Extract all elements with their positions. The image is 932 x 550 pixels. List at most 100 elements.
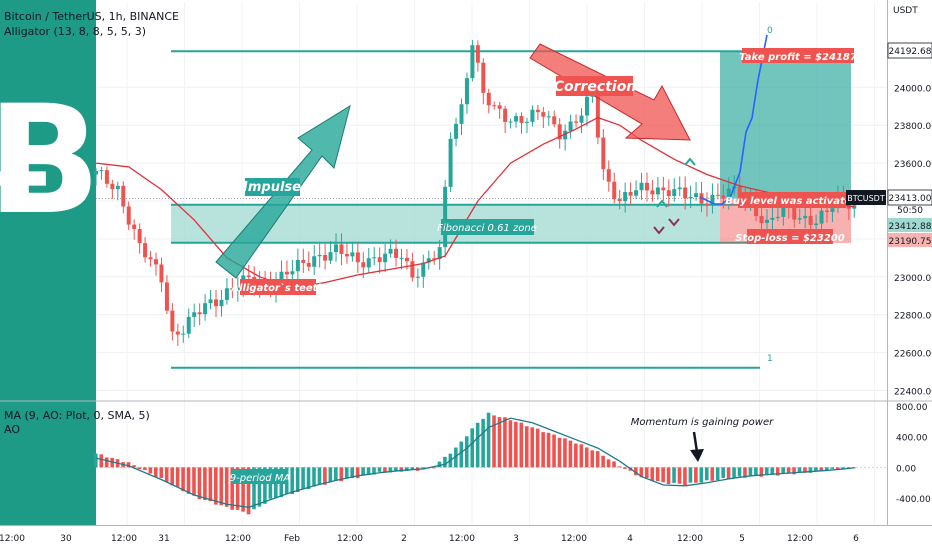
correction-label: Correction [554, 79, 637, 95]
candle-body [383, 253, 388, 263]
candle-body [770, 217, 775, 220]
candle-body [279, 271, 284, 284]
candle-body [219, 299, 224, 307]
candle-body [666, 190, 671, 197]
ao-bar [759, 467, 764, 477]
candle-body [459, 104, 464, 124]
ao-bar [312, 467, 316, 487]
time-tick-label: 4 [627, 534, 633, 544]
oscillator-title[interactable]: MA (9, AO: Plot, 0, SMA, 5) [4, 409, 150, 422]
stop-price-tag-box [888, 233, 932, 247]
ao-bar [241, 467, 245, 512]
ao-bar [508, 420, 513, 468]
candle-body [224, 288, 229, 300]
ao-bar [814, 467, 818, 471]
candle-body [726, 188, 731, 199]
candle-body [214, 299, 219, 307]
price-tick-label: 22600.00 [894, 350, 932, 360]
candle-body [154, 259, 159, 265]
chevron-up-icon [656, 199, 668, 208]
ao-bar [606, 459, 611, 468]
candle-body [328, 252, 333, 261]
ao-bar [132, 465, 136, 468]
ao-bar [803, 467, 807, 473]
ao-bar [126, 462, 131, 468]
candle-body [137, 229, 142, 244]
ao-bar [230, 467, 234, 510]
ao-title[interactable]: AO [4, 423, 20, 436]
candle-body [394, 248, 399, 258]
ao-bar [399, 467, 404, 472]
candle-body [246, 275, 251, 278]
entry-price-tag: 23412.88 [889, 222, 932, 232]
candle-body [470, 45, 475, 79]
candle-body [808, 215, 813, 225]
ao-bar [475, 422, 480, 468]
candle-body [323, 254, 328, 261]
ao-bar [203, 467, 207, 501]
candle-body [99, 170, 104, 172]
candle-body [530, 109, 535, 122]
ao-bar [454, 447, 458, 468]
price-tick-label: 22400.00 [894, 388, 932, 398]
ao-bar [481, 418, 485, 468]
ao-bar [252, 467, 256, 510]
candle-body [148, 257, 153, 260]
ma-label: 9-period MA [230, 473, 291, 484]
candle-body [143, 243, 148, 258]
ao-bar [154, 467, 158, 477]
ao-bar [595, 451, 600, 468]
last-price-tag-box [887, 189, 932, 206]
time-tick-label: 12:00 [449, 534, 475, 544]
candle-body [492, 105, 497, 107]
candle-body [677, 187, 682, 190]
ao-bar [644, 467, 649, 478]
candle-body [792, 207, 797, 220]
ao-bar [355, 467, 360, 479]
candle-body [121, 185, 126, 207]
candle-body [448, 138, 453, 187]
candle-body [230, 288, 235, 291]
candle-body [655, 187, 660, 195]
ao-bar [344, 467, 349, 479]
time-tick-label: 31 [158, 534, 169, 544]
symbol-title[interactable]: Bitcoin / TetherUS, 1h, BINANCE [4, 10, 180, 23]
buy-level-label-box [738, 192, 846, 208]
candle-body [317, 254, 322, 257]
ao-bar [372, 467, 376, 475]
candle-body [688, 197, 693, 199]
impulse-label-box [245, 178, 300, 196]
ao-bar [263, 467, 267, 504]
candle-body [164, 282, 169, 311]
candle-body [486, 92, 491, 106]
ao-bar [361, 467, 365, 476]
candle-body [181, 333, 186, 335]
indicator-title[interactable]: Alligator (13, 8, 8, 5, 5, 3) [4, 25, 147, 38]
ao-bar [94, 453, 98, 468]
ao-bar [726, 467, 731, 479]
candle-body [399, 257, 404, 259]
time-tick-label: 12:00 [677, 534, 703, 544]
candle-body [497, 105, 502, 109]
candle-body [634, 190, 639, 196]
candle-body [284, 271, 289, 275]
ao-bar [148, 467, 153, 474]
ao-bar [846, 467, 851, 469]
chevron-up-icon [684, 157, 696, 166]
ao-bar [535, 428, 540, 468]
price-tick-label: 23000.00 [894, 274, 932, 284]
ao-bar [524, 426, 529, 468]
candle-body [415, 276, 420, 278]
candle-body [824, 210, 829, 212]
candle-body [819, 210, 824, 224]
candle-body [606, 169, 611, 182]
candle-body [781, 203, 786, 217]
ao-bar [835, 467, 840, 470]
ao-bar [623, 467, 627, 469]
ao-bar [143, 467, 147, 471]
logo-panel [0, 0, 96, 525]
ao-tick-label: 800.00 [896, 403, 928, 413]
ticker-tag-box [846, 190, 886, 205]
candle-body [568, 121, 573, 131]
